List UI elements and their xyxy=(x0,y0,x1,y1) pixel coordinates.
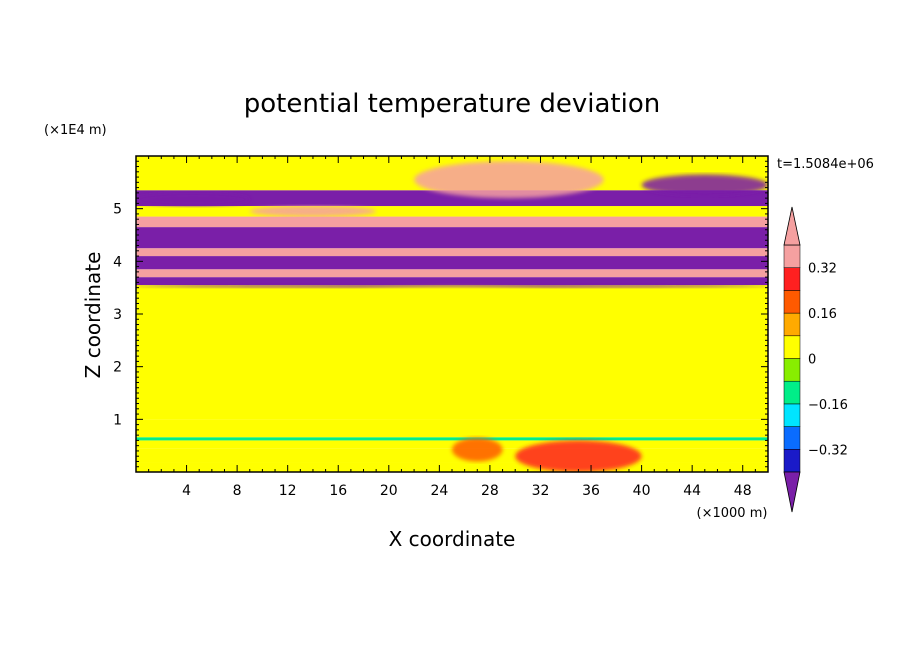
contour-feature xyxy=(136,283,768,288)
colorbar-extend-min xyxy=(783,471,801,513)
x-tick-label: 28 xyxy=(481,483,499,499)
colorbar-tick-label: 0.16 xyxy=(808,307,837,322)
colorbar-tick-label: −0.16 xyxy=(808,398,848,413)
colorbar-tick-label: 0.32 xyxy=(808,262,837,277)
colorbar: 0.32 0.16 0 −0.16 −0.32 xyxy=(783,206,848,513)
chart-title: potential temperature deviation xyxy=(244,89,660,119)
colorbar-extend-max xyxy=(783,206,801,246)
colorbar-tick-label: 0 xyxy=(808,353,816,368)
contour-band xyxy=(136,216,768,228)
x-axis-label: X coordinate xyxy=(389,527,516,551)
colorbar-segment xyxy=(783,267,801,291)
x-tick-label: 44 xyxy=(683,483,701,499)
colorbar-segment xyxy=(783,403,801,427)
contour-feature xyxy=(414,161,604,199)
contour-band xyxy=(136,227,768,249)
colorbar-segment xyxy=(783,380,801,405)
y-tick-label: 5 xyxy=(113,202,122,218)
contour-feature xyxy=(249,206,377,217)
x-tick-label: 16 xyxy=(329,483,347,499)
contour-features xyxy=(136,161,768,472)
y-tick-label: 3 xyxy=(113,307,122,323)
y-tick-label: 2 xyxy=(113,360,122,376)
time-label: t=1.5084e+06 xyxy=(777,157,874,172)
y-tick-label: 4 xyxy=(113,254,122,270)
contour-feature xyxy=(136,287,768,420)
contour-band xyxy=(136,419,768,438)
contour-band xyxy=(136,256,768,270)
colorbar-tick-label: −0.32 xyxy=(808,443,848,458)
contour-band xyxy=(136,190,768,207)
colorbar-segment xyxy=(783,244,801,268)
y-axis-unit: (×1E4 m) xyxy=(44,123,107,138)
contour-band xyxy=(136,462,768,472)
x-tick-label: 32 xyxy=(532,483,550,499)
contour-band xyxy=(136,440,768,449)
colorbar-segment xyxy=(783,312,801,337)
x-tick-label: 20 xyxy=(380,483,398,499)
x-axis-unit: (×1000 m) xyxy=(697,506,768,521)
x-tick-label: 12 xyxy=(279,483,297,499)
contour-band xyxy=(136,437,768,441)
x-tick-label: 40 xyxy=(633,483,651,499)
x-tick-label: 8 xyxy=(233,483,242,499)
contour-band xyxy=(136,277,768,286)
contour-feature xyxy=(136,192,250,207)
x-tick-label: 48 xyxy=(734,483,752,499)
colorbar-segment xyxy=(783,290,801,314)
x-axis: 4 8 12 16 20 24 28 32 36 40 44 48 xyxy=(148,156,756,499)
contour-band xyxy=(136,269,768,278)
x-tick-label: 36 xyxy=(582,483,600,499)
y-axis-label: Z coordinate xyxy=(81,252,105,379)
contour-feature xyxy=(452,437,503,462)
contour-band xyxy=(136,248,768,257)
colorbar-segment xyxy=(783,335,801,359)
colorbar-segment xyxy=(783,426,801,450)
x-tick-label: 4 xyxy=(182,483,191,499)
y-tick-label: 1 xyxy=(113,412,122,428)
colorbar-segment xyxy=(783,358,801,382)
plot-area xyxy=(136,156,768,472)
x-tick-label: 24 xyxy=(430,483,448,499)
colorbar-segment xyxy=(783,449,801,473)
contour-band xyxy=(136,206,768,217)
contour-feature xyxy=(641,174,768,196)
y-axis: 1 2 3 4 5 xyxy=(113,160,768,468)
contour-feature xyxy=(515,440,642,472)
contour-band xyxy=(136,448,768,463)
